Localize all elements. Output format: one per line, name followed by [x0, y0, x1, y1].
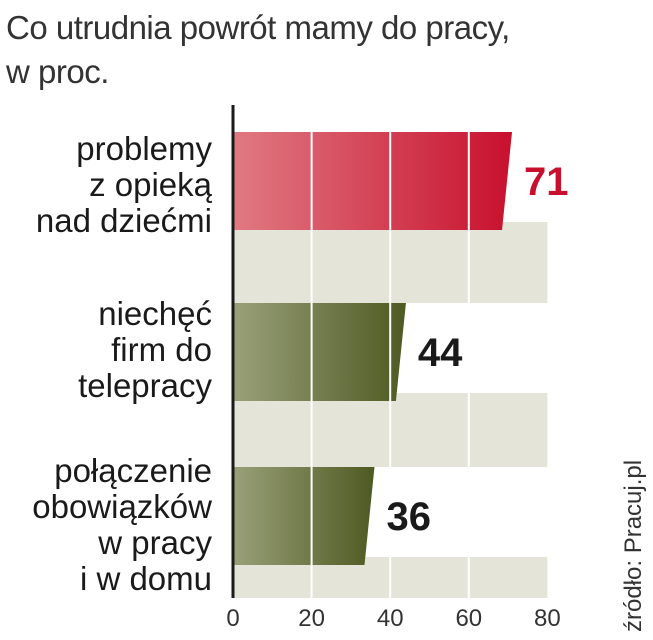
chart-title: Co utrudnia powrót mamy do pracy, w proc…: [6, 6, 510, 94]
chart-title-line-1: Co utrudnia powrót mamy do pracy,: [6, 9, 510, 46]
bar: [233, 467, 375, 565]
value-label: 44: [418, 331, 463, 375]
category-label-line: połączenie: [54, 452, 212, 489]
value-label: 36: [386, 495, 431, 539]
x-tick-label: 40: [377, 605, 404, 632]
category-label-line: nad dziećmi: [36, 202, 212, 239]
bar: [233, 132, 513, 230]
category-label-line: problemy: [76, 130, 212, 167]
x-tick-label: 80: [534, 605, 561, 632]
chart-title-line-2: w proc.: [6, 53, 109, 90]
x-tick-label: 0: [226, 605, 239, 632]
bar: [233, 303, 406, 401]
category-label: niechęć firm do telepracy: [78, 295, 212, 404]
category-label-line: obowiązków: [32, 488, 212, 525]
category-label-line: i w domu: [80, 560, 212, 597]
category-label-line: firm do: [111, 331, 212, 368]
category-label-line: z opieką: [89, 166, 213, 203]
category-label: problemy z opieką nad dziećmi: [36, 130, 213, 239]
source-note: źródło: Pracuj.pl: [620, 460, 647, 632]
category-label: połączenie obowiązków w pracy i w domu: [32, 452, 212, 597]
x-tick-label: 60: [455, 605, 482, 632]
category-label-line: telepracy: [78, 367, 212, 404]
category-label-line: niechęć: [98, 295, 212, 332]
value-label: 71: [524, 160, 569, 204]
category-label-line: w pracy: [97, 524, 212, 561]
x-tick-label: 20: [298, 605, 325, 632]
